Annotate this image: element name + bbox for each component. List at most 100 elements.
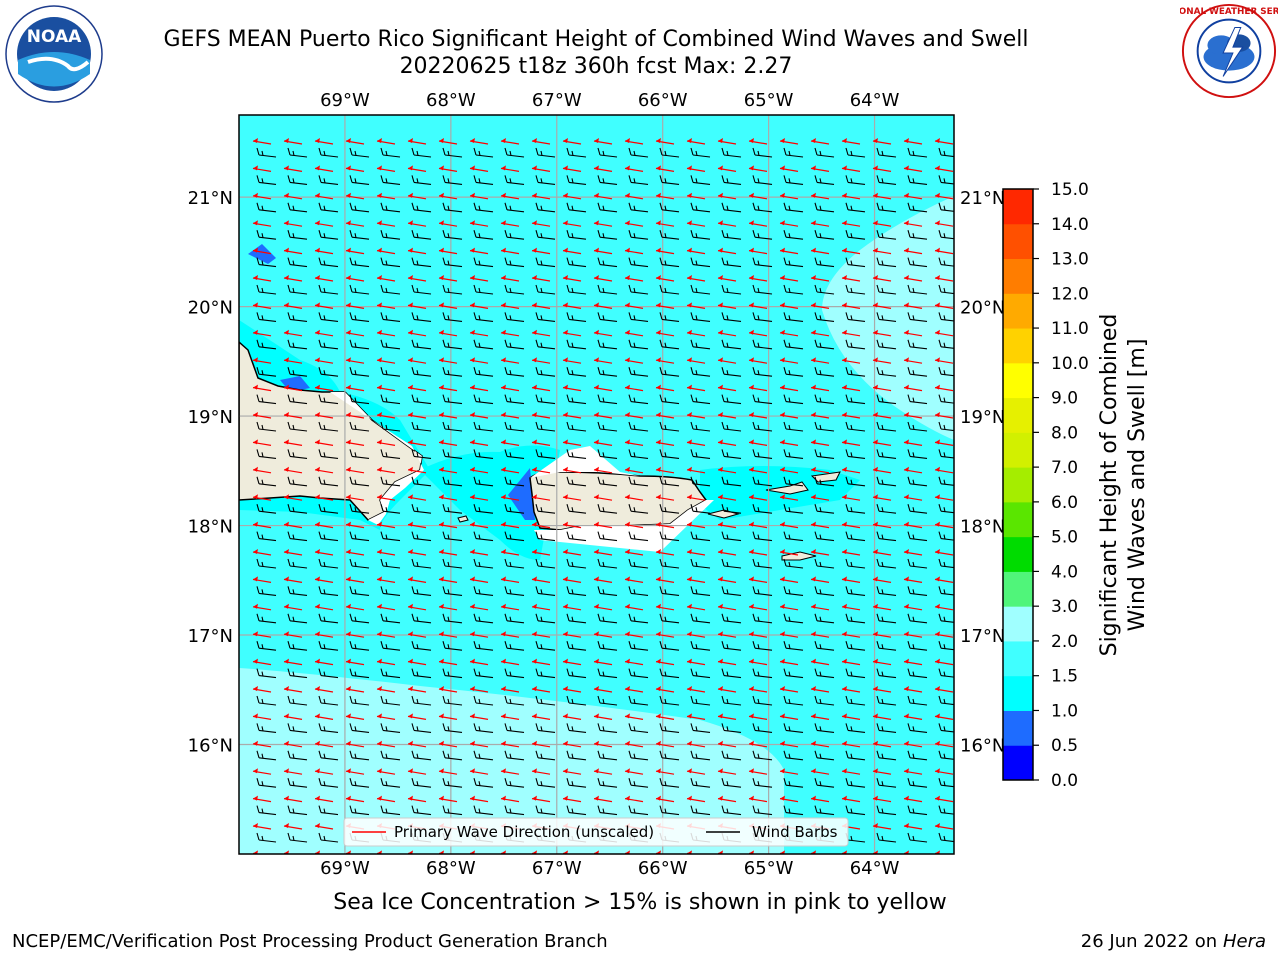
wind-barb [318,312,339,322]
wind-barb [690,613,711,624]
wave-arrow [748,631,768,638]
wind-barb [721,668,742,679]
wave-arrow [841,138,861,145]
wind-barb [783,558,804,569]
colorbar-frame [1002,188,1034,781]
wind-barb [845,339,866,350]
wave-arrow [841,494,861,501]
wind-barb [504,367,525,377]
wind-barb [473,339,494,350]
wave-arrow [345,795,365,803]
colorbar-tick-label-2: 1.0 [1051,701,1078,721]
wind-barb [907,723,928,733]
wind-barb [380,257,401,268]
wind-barb [505,860,524,869]
wave-arrow [872,740,892,748]
wave-arrow [345,631,365,638]
wave-arrow [841,165,861,172]
wind-barb [411,613,432,624]
wave-arrow [438,713,458,720]
wave-arrow [531,549,551,556]
wave-arrow [872,494,892,501]
colorbar-bin-6 [1003,536,1033,572]
wind-barb [256,421,277,432]
wind-barb [783,586,804,596]
wave-arrow [966,138,984,144]
wave-arrow [562,713,582,720]
wind-barb [256,147,277,158]
wind-barb [628,175,649,185]
wave-arrow [966,467,984,473]
wave-arrow [966,165,984,171]
wave-arrow [500,192,520,200]
wind-barb [256,778,277,788]
wind-barb [845,558,866,569]
wind-barb [814,257,835,268]
wind-barb [938,531,954,541]
wave-arrow [407,329,427,337]
wave-arrow [810,795,830,803]
wave-arrow [655,247,675,255]
wind-barb [318,504,339,514]
wind-barb [938,504,954,514]
wind-barb [535,202,556,213]
wind-barb [442,805,463,816]
wave-arrow [283,220,303,227]
wave-arrow [841,603,861,611]
wind-barb [287,257,308,268]
wave-arrow [966,823,984,829]
wave-arrow [314,795,334,803]
wave-arrow [779,686,799,693]
wind-barb [628,695,649,706]
wind-barb [876,832,897,843]
wave-arrow [903,795,923,803]
wind-barb [752,394,773,405]
wind-barb [721,421,742,432]
wave-arrow [779,631,799,638]
wind-barb [628,613,649,624]
wave-arrow [283,768,303,775]
wave-arrow [779,247,799,255]
wave-band-05-1-nw [248,244,276,264]
wave-arrow [717,247,737,255]
wind-barb [814,531,835,542]
wind-barb [566,668,587,679]
wave-arrow [810,658,830,666]
wave-arrow [903,713,923,720]
wave-arrow [779,521,799,529]
wave-arrow [283,658,303,666]
wind-barb [814,394,835,405]
wave-arrow [655,192,675,200]
wind-barb [659,202,680,213]
wave-arrow [934,549,954,556]
wind-barb [566,778,587,788]
colorbar-bin-1 [1003,710,1033,746]
wave-arrow [438,275,458,282]
wave-arrow [469,329,489,337]
wave-arrow [283,384,303,392]
wave-arrow [252,329,272,337]
wave-arrow [717,686,737,693]
wave-arrow [283,247,303,255]
wave-arrow [562,439,582,446]
wave-arrow [655,549,675,556]
wave-arrow [562,412,582,419]
wind-barb [442,230,463,240]
wind-barb [721,778,742,788]
wind-barb [752,778,773,788]
wind-barb [783,613,804,624]
wave-arrow [903,192,923,200]
wind-barb [349,504,370,514]
wind-barb [814,202,835,213]
wind-barb [318,723,339,733]
wind-barb [504,778,525,788]
wave-arrow [407,439,427,446]
wave-arrow [903,521,923,529]
wind-barb [256,504,277,514]
wind-barb [411,531,432,542]
wind-barb [721,750,742,761]
wind-barb [411,312,432,322]
wave-arrow [407,494,427,501]
wind-barb [628,778,649,788]
noaa-logo: NOAA [5,5,103,103]
